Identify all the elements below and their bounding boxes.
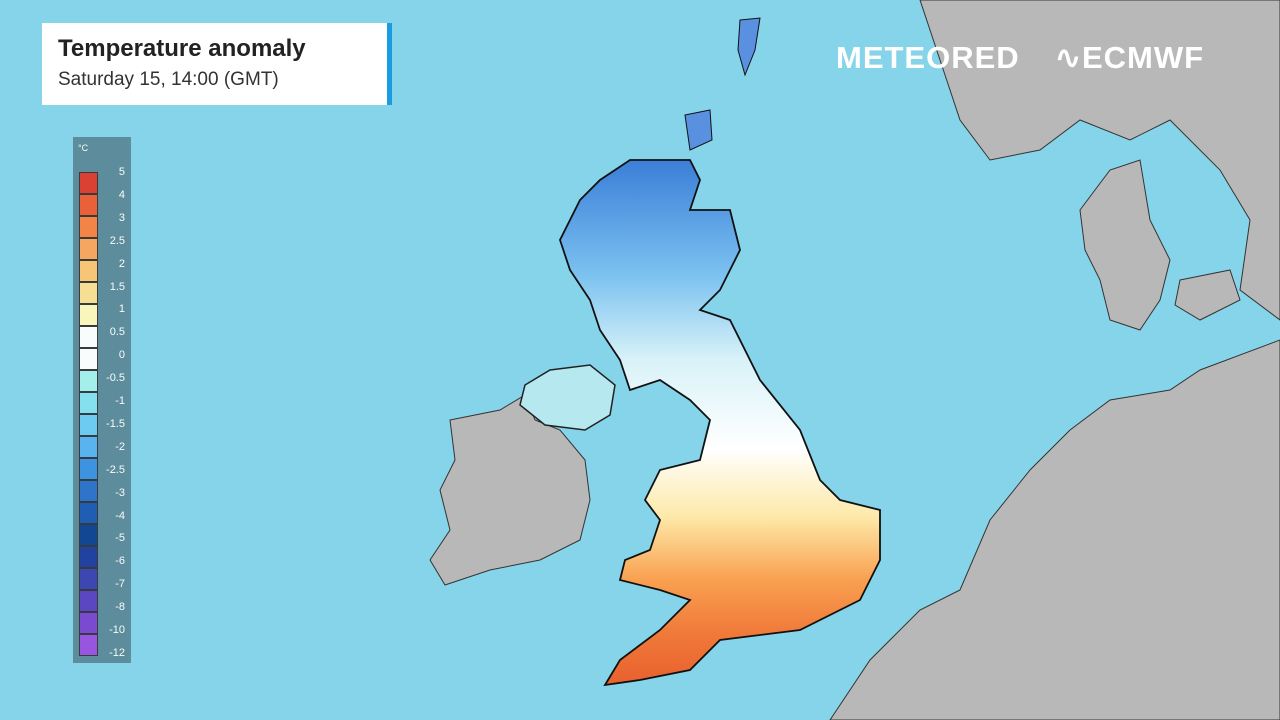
legend-swatch (79, 238, 98, 260)
scandinavia (919, 0, 1280, 321)
legend-swatch (79, 326, 98, 348)
legend-swatch (79, 414, 98, 436)
legend-swatch (79, 172, 98, 194)
legend-label: -1.5 (106, 417, 125, 430)
legend-swatch (79, 612, 98, 634)
legend-swatch (79, 260, 98, 282)
legend-label: -7 (115, 578, 125, 591)
ecmwf-text: ECMWF (1081, 40, 1205, 75)
legend-label: -0.5 (106, 372, 125, 385)
legend-label: 0 (118, 349, 125, 362)
legend-swatch (79, 216, 98, 238)
legend-swatch (79, 370, 98, 392)
legend-swatch (79, 568, 98, 590)
legend-label: 2 (118, 257, 125, 270)
continent (829, 339, 1280, 720)
legend-swatch (79, 436, 98, 458)
great-britain (559, 159, 881, 687)
legend-swatch (79, 590, 98, 612)
legend-label: 1 (118, 303, 125, 316)
legend-label: -2 (115, 440, 125, 453)
legend-label: -10 (109, 624, 125, 636)
northern-ireland (519, 364, 616, 431)
denmark (1079, 159, 1171, 331)
legend-swatch (79, 392, 98, 414)
legend-swatch (79, 348, 98, 370)
legend-unit: °C (78, 143, 89, 153)
map-subtitle: Saturday 15, 14:00 (GMT) (58, 69, 279, 90)
legend-label: -12 (109, 646, 125, 659)
legend-label: -2.5 (106, 463, 125, 476)
legend-label: -3 (115, 486, 125, 499)
legend-label: 5 (118, 166, 125, 178)
ecmwf-symbol-icon: ∿ (1055, 40, 1082, 75)
legend-swatch (79, 458, 98, 480)
meteored-logo: METEORED (836, 40, 1020, 75)
legend-label: -8 (115, 601, 125, 614)
legend-label: -1 (115, 395, 125, 407)
ecmwf-logo: ∿ECMWF (1055, 40, 1204, 76)
legend-label: 2.5 (109, 234, 125, 247)
legend-swatch (79, 634, 98, 656)
legend-swatch (79, 480, 98, 502)
legend-swatch (79, 194, 98, 216)
legend-label: 3 (118, 211, 125, 224)
legend-swatch (79, 282, 98, 304)
color-legend: °C 5 4 3 2.5 2 1.5 1 0.5 0 -0.5 -1 -1.5 -2 -2.5 -3 -4 -5… (73, 137, 131, 663)
legend-swatch (79, 546, 98, 568)
legend-swatch (79, 304, 98, 326)
legend-label: 4 (118, 188, 125, 201)
legend-swatch (79, 502, 98, 524)
legend-label: 0.5 (109, 326, 125, 339)
title-box: Temperature anomaly Saturday 15, 14:00 (… (42, 23, 392, 105)
legend-swatch (79, 524, 98, 546)
legend-label: -4 (115, 509, 125, 522)
legend-label: -5 (115, 532, 125, 545)
legend-label: -6 (115, 555, 125, 568)
map-title: Temperature anomaly (58, 35, 306, 62)
legend-label: 1.5 (109, 280, 125, 293)
